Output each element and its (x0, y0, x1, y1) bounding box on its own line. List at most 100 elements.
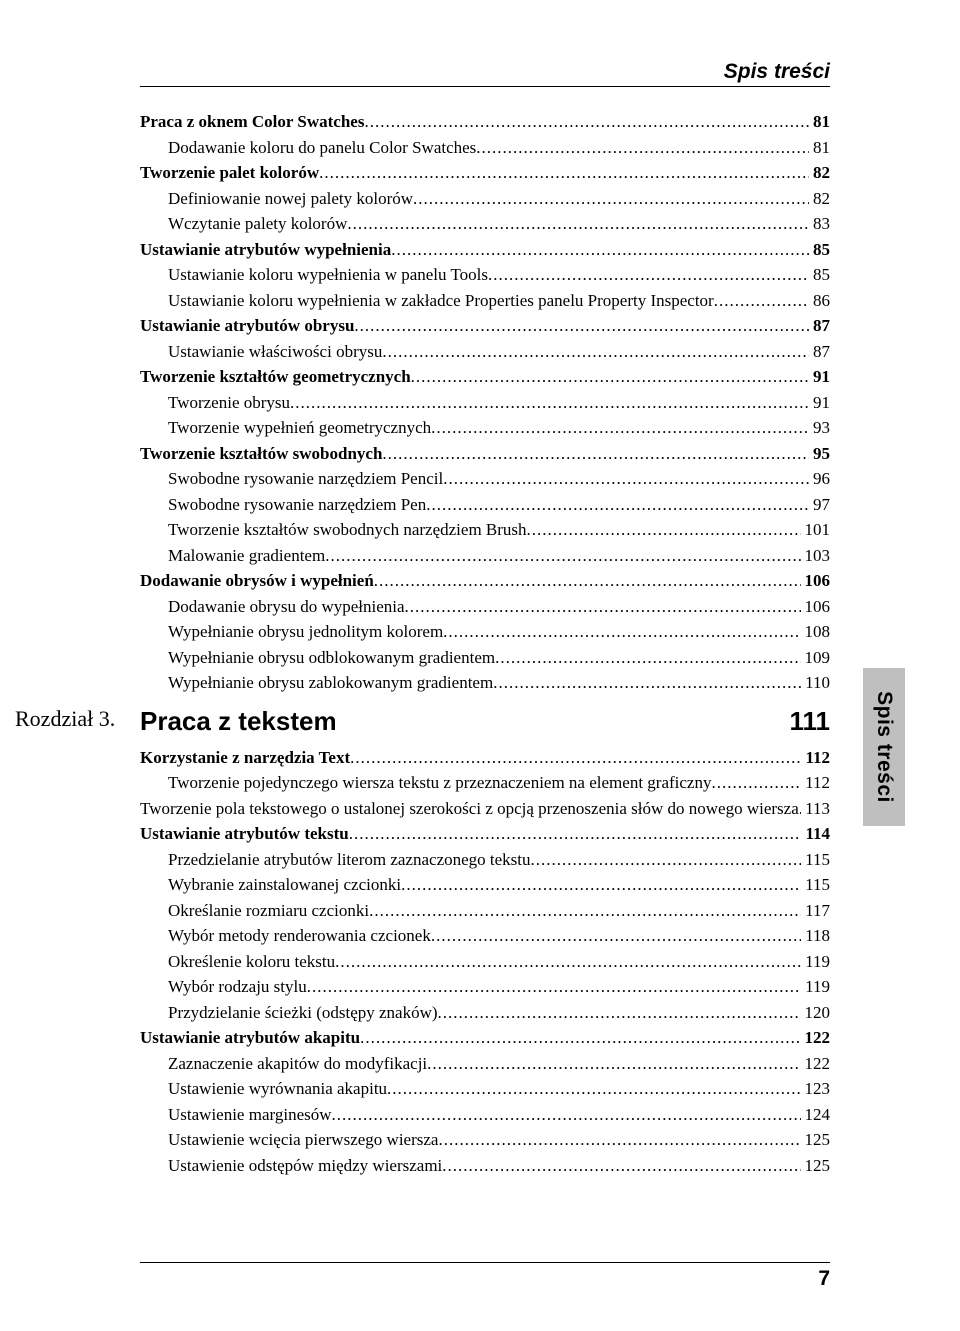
toc-leader-dots (411, 364, 809, 390)
toc-leader-dots (431, 415, 809, 441)
toc-entry-page: 81 (809, 109, 830, 135)
toc-entry-page: 85 (809, 237, 830, 263)
toc-leader-dots (442, 1153, 800, 1179)
toc-entry: Wybór rodzaju stylu 119 (140, 974, 830, 1000)
toc-entry-label: Dodawanie koloru do panelu Color Swatche… (168, 135, 476, 161)
toc-entry-page: 108 (801, 619, 831, 645)
page-number: 7 (140, 1262, 830, 1291)
toc-entry: Wybranie zainstalowanej czcionki 115 (140, 872, 830, 898)
toc-entry: Wypełnianie obrysu zablokowanym gradient… (140, 670, 830, 696)
toc-entry-label: Wybór rodzaju stylu (168, 974, 307, 1000)
toc-entry: Ustawienie wyrównania akapitu 123 (140, 1076, 830, 1102)
toc-leader-dots (354, 313, 809, 339)
toc-entry-label: Określanie rozmiaru czcionki (168, 898, 369, 924)
toc-entry: Ustawienie odstępów między wierszami 125 (140, 1153, 830, 1179)
toc-entry-label: Dodawanie obrysu do wypełnienia (168, 594, 405, 620)
toc-entry-label: Wybór metody renderowania czcionek (168, 923, 431, 949)
toc-leader-dots (332, 1102, 801, 1128)
toc-entry-label: Tworzenie kształtów swobodnych narzędzie… (168, 517, 527, 543)
toc-leader-dots (360, 1025, 800, 1051)
toc-leader-dots (443, 619, 800, 645)
toc-leader-dots (364, 109, 809, 135)
toc-entry-label: Tworzenie wypełnień geometrycznych (168, 415, 431, 441)
toc-entry-page: 120 (801, 1000, 831, 1026)
toc-leader-dots (476, 135, 809, 161)
toc-entry: Ustawianie atrybutów akapitu 122 (140, 1025, 830, 1051)
toc-entry-label: Zaznaczenie akapitów do modyfikacji (168, 1051, 427, 1077)
toc-entry: Wczytanie palety kolorów 83 (140, 211, 830, 237)
toc-entry-page: 83 (809, 211, 830, 237)
toc-entry-page: 117 (801, 898, 830, 924)
toc-entry-label: Definiowanie nowej palety kolorów (168, 186, 413, 212)
toc-entry-label: Tworzenie kształtów geometrycznych (140, 364, 411, 390)
chapter-page: 111 (789, 706, 830, 737)
toc-entry: Określenie koloru tekstu 119 (140, 949, 830, 975)
toc-leader-dots (391, 237, 809, 263)
toc-entry-label: Przedzielanie atrybutów literom zaznaczo… (168, 847, 531, 873)
toc-entry-page: 96 (809, 466, 830, 492)
toc-entry-page: 82 (809, 186, 830, 212)
toc-entry: Zaznaczenie akapitów do modyfikacji 122 (140, 1051, 830, 1077)
toc-leader-dots (488, 262, 809, 288)
toc-leader-dots (493, 670, 801, 696)
toc-entry: Praca z oknem Color Swatches 81 (140, 109, 830, 135)
toc-entry-page: 95 (809, 441, 830, 467)
toc-entry-label: Ustawianie atrybutów tekstu (140, 821, 349, 847)
toc-entry: Korzystanie z narzędzia Text 112 (140, 745, 830, 771)
toc-entry-page: 91 (809, 364, 830, 390)
toc-entry: Ustawianie atrybutów obrysu 87 (140, 313, 830, 339)
chapter-title: Praca z tekstem (140, 706, 789, 737)
toc-entry: Tworzenie kształtów swobodnych narzędzie… (140, 517, 830, 543)
toc-entry-page: 97 (809, 492, 830, 518)
toc-entry-label: Swobodne rysowanie narzędziem Pen (168, 492, 426, 518)
toc-entry: Dodawanie obrysu do wypełnienia 106 (140, 594, 830, 620)
toc-entry: Swobodne rysowanie narzędziem Pen 97 (140, 492, 830, 518)
toc-leader-dots (374, 568, 801, 594)
toc-entry: Dodawanie koloru do panelu Color Swatche… (140, 135, 830, 161)
toc-leader-dots (413, 186, 809, 212)
toc-entry-label: Praca z oknem Color Swatches (140, 109, 364, 135)
toc-entry-page: 119 (801, 949, 830, 975)
toc-leader-dots (347, 211, 809, 237)
toc-entry: Malowanie gradientem 103 (140, 543, 830, 569)
toc-leader-dots (431, 923, 801, 949)
toc-leader-dots (438, 1000, 801, 1026)
toc-entry: Swobodne rysowanie narzędziem Pencil 96 (140, 466, 830, 492)
toc-entry-label: Dodawanie obrysów i wypełnień (140, 568, 374, 594)
toc-entry-page: 81 (809, 135, 830, 161)
toc-entry-label: Ustawienie wcięcia pierwszego wiersza (168, 1127, 438, 1153)
toc-section-2: Korzystanie z narzędzia Text 112Tworzeni… (140, 745, 830, 1179)
toc-entry-page: 109 (801, 645, 831, 671)
toc-leader-dots (387, 1076, 800, 1102)
toc-leader-dots (527, 517, 801, 543)
toc-content: Praca z oknem Color Swatches 81Dodawanie… (140, 109, 830, 1178)
toc-leader-dots (714, 288, 809, 314)
toc-entry: Ustawianie koloru wypełnienia w zakładce… (140, 288, 830, 314)
toc-entry-label: Ustawianie atrybutów akapitu (140, 1025, 360, 1051)
toc-entry-label: Ustawianie atrybutów wypełnienia (140, 237, 391, 263)
toc-entry-page: 103 (801, 543, 831, 569)
toc-entry-label: Przydzielanie ścieżki (odstępy znaków) (168, 1000, 438, 1026)
toc-leader-dots (350, 745, 801, 771)
toc-entry-page: 106 (801, 594, 831, 620)
toc-entry-label: Tworzenie pojedynczego wiersza tekstu z … (168, 770, 711, 796)
toc-entry: Tworzenie kształtów swobodnych 95 (140, 441, 830, 467)
toc-leader-dots (495, 645, 800, 671)
toc-entry-label: Malowanie gradientem (168, 543, 325, 569)
toc-entry: Tworzenie obrysu 91 (140, 390, 830, 416)
toc-leader-dots (401, 872, 801, 898)
toc-entry-page: 91 (809, 390, 830, 416)
toc-entry: Tworzenie pojedynczego wiersza tekstu z … (140, 770, 830, 796)
toc-entry: Przydzielanie ścieżki (odstępy znaków) 1… (140, 1000, 830, 1026)
toc-entry-label: Wczytanie palety kolorów (168, 211, 347, 237)
toc-entry-label: Wypełnianie obrysu jednolitym kolorem (168, 619, 443, 645)
toc-entry-page: 112 (801, 770, 830, 796)
toc-entry-page: 110 (801, 670, 830, 696)
toc-entry: Ustawianie atrybutów wypełnienia 85 (140, 237, 830, 263)
toc-entry-label: Wypełnianie obrysu zablokowanym gradient… (168, 670, 493, 696)
toc-leader-dots (405, 594, 801, 620)
toc-entry-label: Wybranie zainstalowanej czcionki (168, 872, 401, 898)
toc-entry-page: 106 (801, 568, 831, 594)
toc-entry: Określanie rozmiaru czcionki 117 (140, 898, 830, 924)
toc-entry-page: 118 (801, 923, 830, 949)
